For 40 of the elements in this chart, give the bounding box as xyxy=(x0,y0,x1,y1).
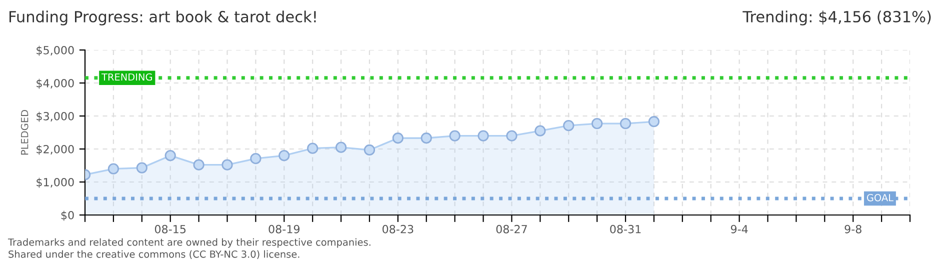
x-tick-label: 08-23 xyxy=(382,224,414,234)
text: Trending: $4,156 (831%) xyxy=(742,10,931,26)
point xyxy=(108,163,120,174)
y-tick-label: $3,000 xyxy=(36,112,74,122)
text: Trademarks and related content are owned by their respective companies. xyxy=(8,238,370,248)
x-tick-label: 08-19 xyxy=(268,224,300,234)
point xyxy=(420,132,432,144)
y-tick-label: $0 xyxy=(61,210,74,221)
point xyxy=(193,159,204,170)
x-tick-label: 9-4 xyxy=(730,224,748,234)
point xyxy=(620,118,632,130)
text: Shared under the creative commons (CC BY-NC 3.0) license. xyxy=(8,250,300,259)
point xyxy=(136,162,148,174)
point xyxy=(392,132,404,144)
point xyxy=(592,118,603,130)
x-tick-label: 9-8 xyxy=(844,224,862,234)
x-tick-label: 08-31 xyxy=(610,224,641,234)
x-tick-label: 08-15 xyxy=(154,224,186,234)
point xyxy=(506,130,518,142)
point xyxy=(364,144,376,156)
point xyxy=(164,150,176,162)
ref-line-label: TRENDING xyxy=(101,73,152,81)
chart-title: Funding Progress: art book & tarot deck! xyxy=(10,10,316,26)
point xyxy=(449,130,460,142)
point xyxy=(563,120,574,132)
point xyxy=(278,150,290,162)
x-tick-label: 08-27 xyxy=(496,224,527,234)
y-tick-label: $1,000 xyxy=(36,178,74,188)
point xyxy=(648,116,660,128)
point xyxy=(478,130,489,142)
point xyxy=(534,125,546,136)
point xyxy=(250,153,262,164)
y-tick-label: $4,000 xyxy=(36,78,74,89)
y-tick-label: $5,000 xyxy=(36,46,74,56)
point xyxy=(307,142,318,154)
y-tick-label: $2,000 xyxy=(36,144,74,155)
point xyxy=(335,142,347,153)
point xyxy=(222,159,233,170)
y-axis-title: PLEDGED xyxy=(20,110,28,155)
ref-line-label: GOAL xyxy=(866,194,894,202)
